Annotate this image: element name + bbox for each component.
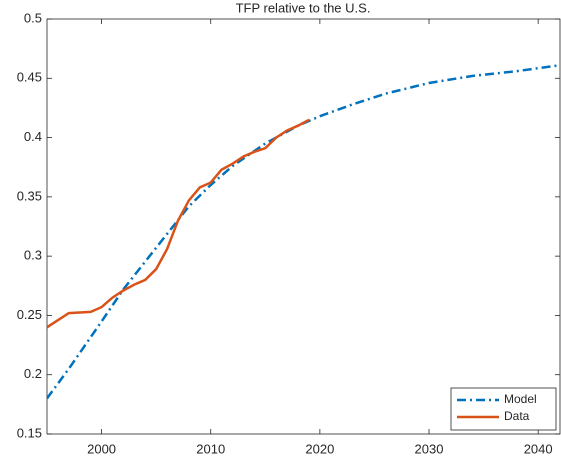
chart-title: TFP relative to the U.S. [236,0,371,15]
x-tick-label: 2010 [196,441,225,456]
legend-box [450,387,557,431]
y-tick-label: 0.15 [17,425,42,440]
x-tick-label: 2040 [524,441,553,456]
x-tick-label: 2000 [87,441,116,456]
series-line [47,63,560,400]
y-tick-label: 0.45 [17,70,42,85]
x-tick-label: 2020 [305,441,334,456]
legend-label: Model [504,392,537,406]
y-tick-label: 0.4 [24,129,42,144]
y-tick-label: 0.3 [24,248,42,263]
y-tick-label: 0.2 [24,366,42,381]
plot-area [46,18,561,435]
x-tick-label: 2030 [415,441,444,456]
y-tick-label: 0.35 [17,188,42,203]
y-tick-label: 0.5 [24,10,42,25]
plot-lines [47,63,560,400]
series-line [47,118,310,329]
y-tick-label: 0.25 [17,307,42,322]
legend-label: Data [504,409,530,423]
